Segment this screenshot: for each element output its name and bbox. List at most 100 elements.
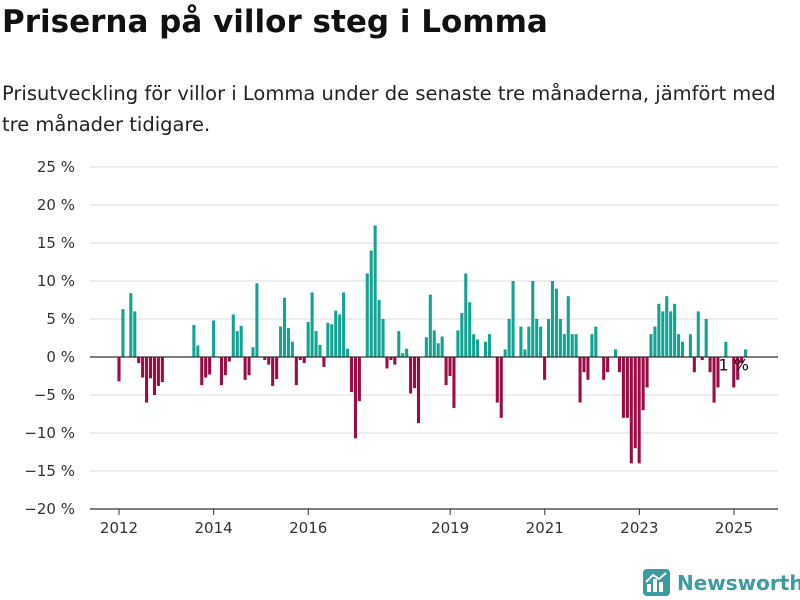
bar [129, 293, 133, 357]
bar [606, 357, 610, 373]
bar [535, 319, 539, 357]
bar [342, 292, 346, 357]
bar [692, 357, 696, 373]
bar [310, 292, 314, 357]
bar [302, 357, 306, 364]
bar [117, 357, 121, 382]
y-tick-label: −10 % [24, 424, 75, 442]
bar [700, 357, 704, 361]
bar [409, 357, 413, 394]
bar [641, 357, 645, 411]
bar [625, 357, 629, 418]
bar [554, 288, 558, 357]
bar [732, 357, 736, 388]
bar [192, 325, 196, 357]
bar [330, 324, 334, 357]
bar [424, 337, 428, 357]
bar [133, 311, 137, 357]
y-tick-label: 15 % [37, 234, 75, 252]
bar [353, 357, 357, 439]
bar [306, 322, 310, 357]
bar [223, 357, 227, 376]
x-tick-label: 2025 [715, 519, 753, 537]
bar [511, 281, 515, 357]
bar [204, 357, 208, 378]
bar [602, 357, 606, 380]
chart-title: Priserna på villor steg i Lomma [2, 4, 548, 40]
bar [483, 341, 488, 357]
bar [704, 319, 708, 357]
bar [468, 302, 472, 357]
bar [381, 319, 385, 357]
bar [558, 319, 562, 357]
bar [665, 296, 669, 357]
y-tick-label: 0 % [46, 348, 75, 366]
chart-subtitle: Prisutveckling för villor i Lomma under … [2, 82, 776, 136]
bar [326, 322, 330, 357]
bar [708, 357, 712, 373]
bar [724, 341, 728, 357]
bar [547, 319, 551, 357]
bar [444, 357, 448, 386]
bar [148, 357, 153, 379]
bar [369, 250, 373, 357]
y-tick-label: −20 % [24, 500, 75, 518]
bar [712, 357, 716, 403]
bar [543, 357, 547, 380]
bar [629, 357, 633, 464]
bar [456, 330, 460, 357]
bar [286, 328, 290, 357]
bar [452, 357, 456, 408]
bar [495, 357, 499, 403]
bar [393, 357, 397, 365]
x-tick-label: 2014 [195, 519, 233, 537]
bar [736, 357, 740, 380]
bar [614, 349, 618, 357]
bar [586, 357, 590, 380]
bar [523, 349, 527, 357]
bar [472, 334, 476, 357]
bar [255, 283, 259, 357]
bar [212, 320, 216, 357]
newsworthy-logo-icon [643, 569, 670, 596]
brand-name: Newsworthy [677, 570, 800, 595]
bar [290, 341, 294, 357]
bar [231, 314, 235, 357]
bar [401, 353, 405, 357]
bar [621, 357, 625, 418]
bar [279, 326, 283, 357]
bar [487, 334, 491, 357]
bar [357, 357, 361, 402]
bar [436, 343, 440, 357]
y-tick-label: 10 % [37, 272, 75, 290]
y-tick-label: 5 % [46, 310, 75, 328]
bar [416, 357, 421, 424]
bar [464, 273, 468, 357]
bar [582, 357, 586, 373]
x-tick-label: 2023 [620, 519, 658, 537]
bar [661, 311, 665, 357]
bar [389, 357, 393, 361]
x-tick-label: 2019 [431, 519, 469, 537]
bar [275, 357, 279, 380]
bar [476, 339, 480, 357]
x-tick-label: 2012 [100, 519, 138, 537]
x-tick-label: 2021 [526, 519, 564, 537]
bar [688, 334, 692, 357]
bar [507, 319, 511, 357]
bar [448, 357, 452, 376]
bar [590, 334, 594, 357]
y-tick-label: 25 % [37, 158, 75, 176]
bar [617, 357, 622, 373]
bar [235, 331, 239, 357]
annotation-label: 1 % [719, 355, 749, 374]
bar [716, 357, 720, 388]
bar [373, 225, 377, 357]
bar [562, 334, 566, 357]
bar [432, 330, 436, 357]
y-tick-label: 20 % [37, 196, 75, 214]
bar [527, 326, 531, 357]
bar [503, 349, 507, 357]
bar [566, 296, 570, 357]
bar [152, 357, 156, 395]
